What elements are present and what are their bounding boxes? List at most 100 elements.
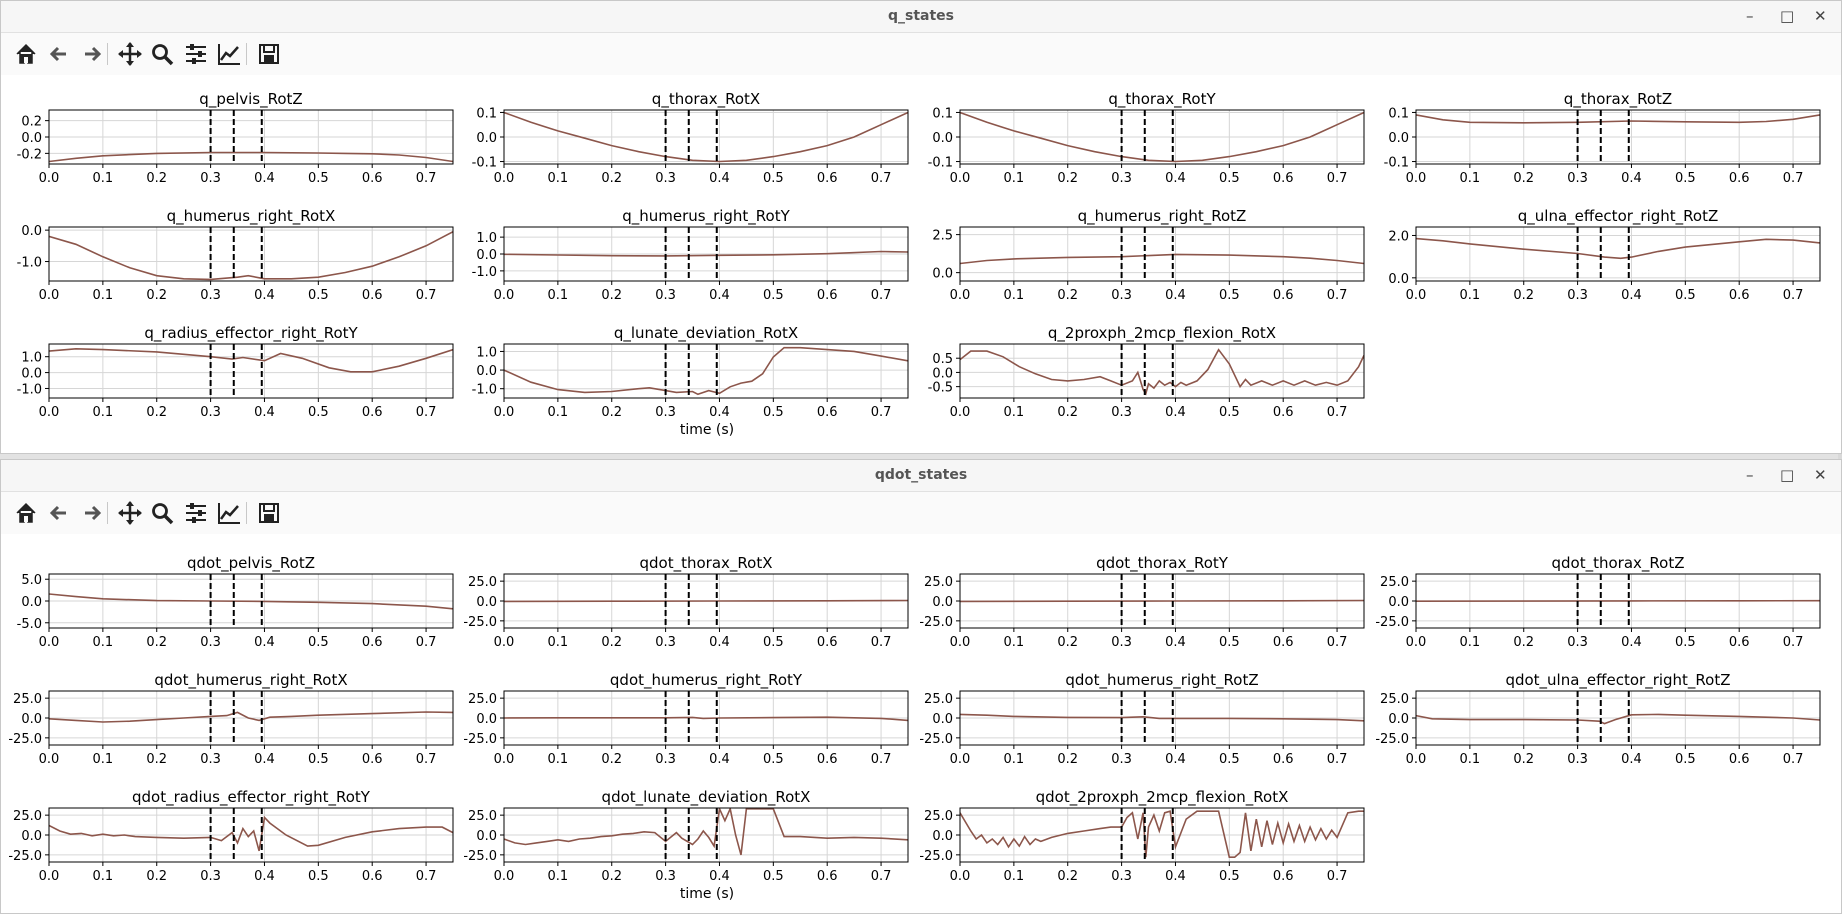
x-tick-label: 0.4 <box>254 288 275 303</box>
back-arrow-icon[interactable] <box>46 500 74 526</box>
series-line <box>504 346 908 396</box>
x-tick-label: 0.6 <box>362 635 383 650</box>
close-button[interactable]: ✕ <box>1814 466 1827 484</box>
x-tick-label: 0.3 <box>200 171 221 186</box>
x-tick-label: 0.4 <box>1621 288 1642 303</box>
zoom-icon[interactable] <box>149 500 177 526</box>
figure-canvas[interactable]: qdot_pelvis_RotZ 0.0 0.1 0.2 0.3 0.4 0.5 0.6 0.7… <box>1 534 1842 914</box>
y-tick-label: -1.0 <box>17 382 42 397</box>
subplot[interactable]: qdot_thorax_RotY 0.0 0.1 0.2 0.3 0.4 0.5 0.6 0.7… <box>919 554 1365 650</box>
subplot[interactable]: qdot_thorax_RotZ 0.0 0.1 0.2 0.3 0.4 0.5 0.6 0.7… <box>1375 554 1821 650</box>
subplot[interactable]: q_thorax_RotZ 0.0 0.1 0.2 0.3 0.4 0.5 0.6 0.7 0.1… <box>1384 90 1821 186</box>
figure-canvas[interactable]: q_pelvis_RotZ 0.0 0.1 0.2 0.3 0.4 0.5 0.6 0.7 0.2… <box>1 75 1842 455</box>
subplot-title: qdot_humerus_right_RotZ <box>1065 671 1258 690</box>
x-tick-label: 0.2 <box>601 171 622 186</box>
subplot[interactable]: q_2proxph_2mcp_flexion_RotX 0.0 0.1 0.2 0.3 0… <box>928 324 1365 420</box>
x-tick-label: 0.5 <box>763 635 784 650</box>
edit-axis-icon[interactable] <box>216 41 244 67</box>
subplot[interactable]: qdot_ulna_effector_right_RotZ 0.0 0.1 0.2 0.… <box>1375 671 1821 767</box>
x-tick-label: 0.7 <box>416 635 437 650</box>
back-arrow-icon[interactable] <box>46 41 74 67</box>
window-titlebar[interactable]: q_states – □ ✕ <box>1 1 1841 33</box>
subplot[interactable]: q_lunate_deviation_RotX 0.0 0.1 0.2 0.3 0.4 0.… <box>472 324 909 420</box>
edit-axis-icon[interactable] <box>216 500 244 526</box>
axes-frame <box>1415 573 1821 629</box>
configure-subplots-icon[interactable] <box>183 500 211 526</box>
x-tick-label: 0.3 <box>200 635 221 650</box>
window-titlebar[interactable]: qdot_states – □ ✕ <box>1 460 1841 492</box>
x-tick-label: 0.2 <box>1057 288 1078 303</box>
axes-frame <box>959 807 1365 863</box>
x-tick-label: 0.1 <box>1460 635 1481 650</box>
x-tick-label: 0.0 <box>950 171 971 186</box>
subplot[interactable]: qdot_thorax_RotX 0.0 0.1 0.2 0.3 0.4 0.5 0.6 0.7… <box>463 554 909 650</box>
subplot[interactable]: q_humerus_right_RotZ 0.0 0.1 0.2 0.3 0.4 0.5 0.… <box>932 207 1365 303</box>
x-tick-label: 0.3 <box>1111 869 1132 884</box>
y-tick-label: 0.0 <box>21 131 42 146</box>
subplot-title: q_humerus_right_RotZ <box>1078 207 1247 226</box>
x-tick-label: 0.2 <box>146 288 167 303</box>
x-tick-label: 0.2 <box>1513 288 1534 303</box>
pan-icon[interactable] <box>117 500 145 526</box>
x-tick-label: 0.0 <box>39 869 60 884</box>
x-tick-label: 0.4 <box>254 869 275 884</box>
x-tick-label: 0.7 <box>1783 171 1804 186</box>
x-axis-label: time (s) <box>680 886 734 902</box>
subplot[interactable]: qdot_2proxph_2mcp_flexion_RotX 0.0 0.1 0.2 0… <box>919 788 1365 884</box>
x-tick-label: 0.0 <box>494 405 515 420</box>
x-tick-label: 0.5 <box>308 869 329 884</box>
save-icon[interactable] <box>256 500 284 526</box>
x-tick-label: 0.5 <box>1219 635 1240 650</box>
close-button[interactable]: ✕ <box>1814 7 1827 25</box>
maximize-button[interactable]: □ <box>1780 466 1795 484</box>
forward-arrow-icon[interactable] <box>79 500 107 526</box>
window-title: qdot_states <box>874 467 968 483</box>
save-icon[interactable] <box>256 41 284 67</box>
axes-frame <box>1415 690 1821 746</box>
subplot[interactable]: q_pelvis_RotZ 0.0 0.1 0.2 0.3 0.4 0.5 0.6 0.7 0.2… <box>17 90 454 186</box>
subplot[interactable]: q_humerus_right_RotX 0.0 0.1 0.2 0.3 0.4 0.5 0.… <box>17 207 454 303</box>
subplot[interactable]: q_radius_effector_right_RotY 0.0 0.1 0.2 0.3… <box>17 324 454 420</box>
forward-arrow-icon[interactable] <box>79 41 107 67</box>
subplot[interactable]: qdot_humerus_right_RotY 0.0 0.1 0.2 0.3 0.4 0.… <box>463 671 909 767</box>
subplot[interactable]: q_thorax_RotY 0.0 0.1 0.2 0.3 0.4 0.5 0.6 0.7 0.1… <box>928 90 1365 186</box>
x-tick-label: 0.6 <box>1273 171 1294 186</box>
subplot[interactable]: qdot_lunate_deviation_RotX 0.0 0.1 0.2 0.3 0.… <box>463 788 909 884</box>
x-tick-label: 0.6 <box>1273 752 1294 767</box>
subplot[interactable]: qdot_humerus_right_RotX 0.0 0.1 0.2 0.3 0.4 0.… <box>8 671 454 767</box>
zoom-icon[interactable] <box>149 41 177 67</box>
subplot[interactable]: qdot_humerus_right_RotZ 0.0 0.1 0.2 0.3 0.4 0.… <box>919 671 1365 767</box>
configure-subplots-icon[interactable] <box>183 41 211 67</box>
x-tick-label: 0.2 <box>601 635 622 650</box>
y-tick-label: 0.0 <box>476 595 497 610</box>
navigation-toolbar <box>1 33 1841 75</box>
x-tick-label: 0.7 <box>871 405 892 420</box>
home-icon[interactable] <box>13 500 41 526</box>
subplot[interactable]: qdot_radius_effector_right_RotY 0.0 0.1 0.2… <box>8 788 454 884</box>
pan-icon[interactable] <box>117 41 145 67</box>
subplot[interactable]: q_ulna_effector_right_RotZ 0.0 0.1 0.2 0.3 0.… <box>1388 207 1821 303</box>
x-tick-label: 0.2 <box>1513 752 1534 767</box>
x-tick-label: 0.4 <box>1165 869 1186 884</box>
x-tick-label: 0.6 <box>1729 171 1750 186</box>
minimize-button[interactable]: – <box>1746 7 1754 25</box>
x-tick-label: 0.3 <box>655 288 676 303</box>
home-icon[interactable] <box>13 41 41 67</box>
y-tick-label: 0.0 <box>21 224 42 239</box>
x-tick-label: 0.3 <box>200 869 221 884</box>
series-line <box>49 593 453 610</box>
navigation-toolbar <box>1 492 1841 534</box>
x-tick-label: 0.4 <box>254 405 275 420</box>
x-tick-label: 0.7 <box>1327 288 1348 303</box>
subplot[interactable]: q_humerus_right_RotY 0.0 0.1 0.2 0.3 0.4 0.5 0.… <box>472 207 909 303</box>
subplot[interactable]: qdot_pelvis_RotZ 0.0 0.1 0.2 0.3 0.4 0.5 0.6 0.7… <box>17 554 454 650</box>
x-tick-label: 0.2 <box>1513 635 1534 650</box>
subplot[interactable]: q_thorax_RotX 0.0 0.1 0.2 0.3 0.4 0.5 0.6 0.7 0.1… <box>472 90 909 186</box>
axes-frame <box>1415 226 1821 282</box>
x-tick-label: 0.5 <box>308 405 329 420</box>
x-tick-label: 0.7 <box>1327 405 1348 420</box>
minimize-button[interactable]: – <box>1746 466 1754 484</box>
x-tick-label: 0.0 <box>39 171 60 186</box>
maximize-button[interactable]: □ <box>1780 7 1795 25</box>
x-tick-label: 0.5 <box>1675 171 1696 186</box>
